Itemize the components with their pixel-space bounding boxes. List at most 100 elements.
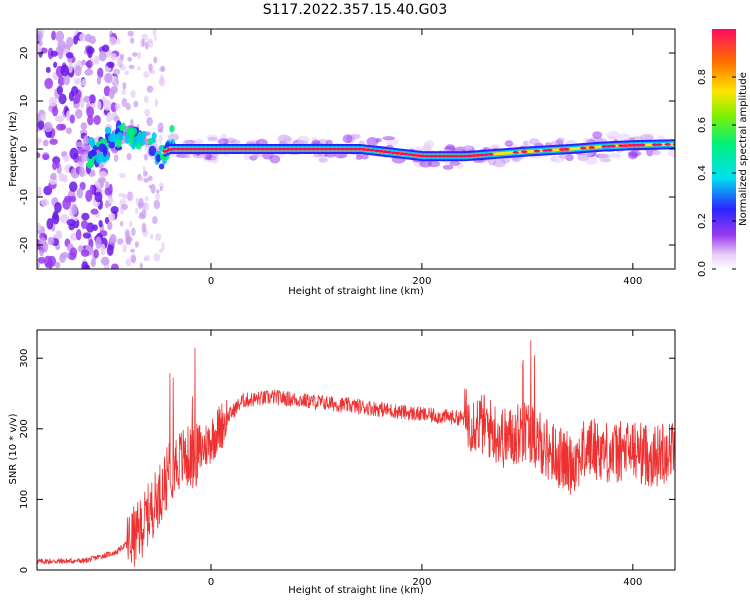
- noise-blob: [80, 96, 85, 109]
- noise-blob: [134, 241, 139, 248]
- ridge-peak: [521, 150, 528, 154]
- noise-blob: [37, 119, 45, 130]
- noise-blob: [130, 248, 136, 253]
- noise-blob: [127, 56, 133, 62]
- colorbar: 0.0 0.2 0.4 0.6 0.8 Normalized spectral ampl…: [697, 29, 749, 277]
- noise-blob: [161, 242, 165, 252]
- noise-blob: [50, 50, 59, 57]
- snr-frame: [36, 329, 676, 571]
- noise-blob: [153, 56, 158, 64]
- ridge-band-inner: [553, 148, 557, 152]
- noise-blob: [50, 172, 57, 181]
- ridge-halo: [360, 154, 369, 160]
- noise-blob: [47, 236, 55, 246]
- noise-blob: [45, 66, 51, 73]
- noise-blob: [130, 193, 134, 201]
- ridge-halo: [184, 153, 191, 159]
- noise-blob: [114, 103, 121, 111]
- ridge-halo: [556, 137, 565, 144]
- noise-blob: [60, 252, 70, 259]
- ridge-halo: [382, 136, 396, 141]
- noise-blob: [69, 147, 79, 160]
- noise-blob: [108, 88, 115, 100]
- ridge-blob: [169, 124, 175, 133]
- ridge-halo: [522, 140, 529, 146]
- ridge-band-inner: [498, 152, 502, 156]
- ridge-blob: [104, 126, 112, 135]
- ridge-peak: [664, 143, 671, 146]
- ridge-band-inner: [661, 143, 665, 146]
- noise-blob: [154, 233, 162, 241]
- noise-blob: [121, 97, 128, 108]
- noise-blob: [37, 139, 40, 149]
- ridge-halo: [205, 152, 212, 160]
- noise-blob: [115, 38, 121, 45]
- noise-blob: [134, 207, 139, 214]
- colorbar-ticks: 0.0 0.2 0.4 0.6 0.8: [697, 69, 736, 277]
- noise-blob: [122, 244, 127, 253]
- noise-blob: [42, 139, 49, 147]
- noise-blob: [52, 210, 59, 221]
- noise-blob: [150, 69, 156, 74]
- ridge-halo: [667, 149, 675, 158]
- ridge-halo: [529, 138, 540, 145]
- noise-blob: [80, 220, 89, 230]
- noise-blob: [51, 30, 57, 41]
- noise-blob: [153, 36, 157, 42]
- ridge-band-inner: [540, 149, 544, 153]
- ridge-band-inner: [646, 143, 650, 147]
- noise-blob: [40, 198, 50, 207]
- noise-blob: [107, 61, 115, 69]
- ridge-halo: [277, 134, 292, 144]
- ridge-halo: [549, 155, 558, 162]
- ridge-peak: [533, 149, 541, 153]
- noise-blob: [110, 205, 119, 214]
- snr-ytick-label: 0: [19, 567, 30, 573]
- noise-blob: [86, 106, 95, 118]
- ridge-halo: [355, 155, 363, 160]
- noise-blob: [131, 255, 136, 264]
- ridge-blob: [108, 141, 116, 149]
- noise-blob: [37, 186, 42, 198]
- noise-blob: [79, 33, 88, 42]
- noise-blob: [76, 187, 84, 199]
- noise-blob: [65, 36, 74, 48]
- noise-blob: [143, 95, 149, 104]
- ridge-band-inner: [501, 151, 505, 155]
- ridge-band-inner: [527, 149, 531, 153]
- ridge-band-inner: [574, 147, 578, 151]
- noise-blob: [133, 100, 139, 108]
- snr-ticks: 0 200 400 0 100 200 300: [19, 330, 675, 588]
- colorbar-tick-label: 0.2: [697, 213, 708, 229]
- figure-title: S117.2022.357.15.40.G03: [263, 2, 448, 18]
- ridge-halo: [366, 137, 379, 146]
- spectrogram-panel: 0 200 400 -20 -10 0 10 20 Height of straight li…: [8, 28, 676, 297]
- noise-blob: [55, 229, 62, 239]
- noise-blob: [125, 102, 131, 111]
- noise-blob: [68, 61, 73, 74]
- ridge-peak: [563, 147, 570, 151]
- noise-blob: [129, 220, 133, 228]
- ridge-halo: [211, 154, 219, 164]
- noise-blob: [92, 224, 98, 232]
- noise-blob: [49, 138, 58, 145]
- noise-blob: [159, 77, 166, 87]
- noise-blob: [108, 183, 113, 195]
- noise-blob: [81, 212, 90, 221]
- ridge-halo: [74, 162, 87, 167]
- snr-xlabel: Height of straight line (km): [288, 585, 424, 596]
- noise-blob: [137, 202, 143, 210]
- colorbar-tick-label: 0.6: [697, 117, 708, 133]
- ridge-peak: [580, 146, 587, 150]
- ridge-band-inner: [506, 151, 510, 155]
- spectrogram-ytick-label: 10: [19, 95, 30, 108]
- ridge-peak: [546, 148, 553, 152]
- noise-blob: [37, 45, 42, 53]
- noise-blob: [63, 155, 70, 162]
- noise-blob: [146, 116, 153, 127]
- ridge-blob: [113, 133, 120, 141]
- noise-blob: [71, 203, 78, 216]
- ridge-halo: [195, 138, 204, 144]
- noise-blob: [57, 76, 65, 86]
- ridge-halo: [342, 134, 353, 144]
